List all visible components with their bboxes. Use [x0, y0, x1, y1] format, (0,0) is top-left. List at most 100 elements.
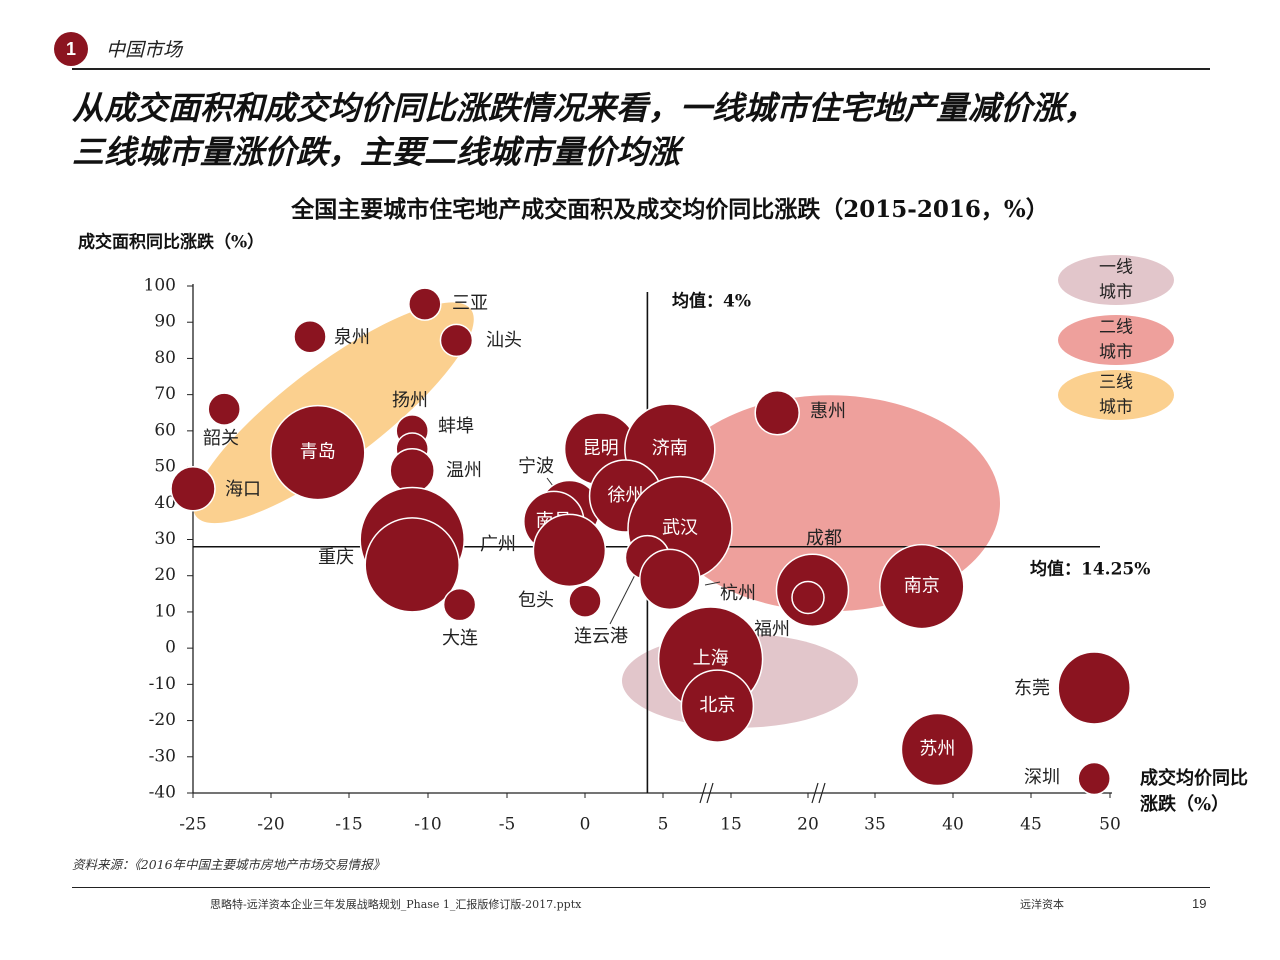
y-tick-label: -10 — [149, 674, 176, 694]
bubble-label: 宁波 — [518, 456, 554, 477]
bubble-label: 东莞 — [1014, 678, 1050, 699]
bubble-label: 惠州 — [810, 401, 846, 422]
y-tick-label: 100 — [144, 276, 176, 296]
x-axis-title: 成交均价同比 — [1140, 767, 1248, 789]
bubble-重庆 — [364, 517, 460, 613]
y-tick-label: 70 — [154, 384, 176, 404]
bubble-label: 成都 — [806, 528, 842, 549]
bubble-label: 北京 — [699, 695, 735, 716]
x-tick-label: 5 — [658, 815, 669, 835]
bubble-泉州 — [293, 319, 327, 354]
y-axis-title: 成交面积同比涨跌（%） — [78, 232, 264, 253]
bubble-label: 连云港 — [574, 626, 628, 647]
y-tick-label: 0 — [165, 638, 176, 658]
bubble-东莞 — [1057, 651, 1131, 725]
bubble-label: 韶关 — [203, 428, 239, 449]
bubble-包头 — [568, 584, 602, 618]
x-tick-label: 0 — [580, 815, 591, 835]
x-tick-label: -10 — [414, 815, 441, 835]
bubble-杭州 — [639, 548, 701, 611]
y-tick-label: 60 — [154, 420, 176, 440]
legend-label: 三线 — [1099, 373, 1133, 393]
bubble-label: 广州 — [480, 534, 516, 555]
bubble-青岛 — [270, 404, 366, 501]
legend-label: 城市 — [1099, 283, 1133, 303]
bubble-label: 苏州 — [919, 739, 955, 760]
x-tick-label: 20 — [797, 815, 819, 835]
bottom-divider — [72, 887, 1210, 888]
section-number-badge: 1 — [54, 32, 88, 66]
y-tick-label: 20 — [154, 565, 176, 585]
bubble-温州 — [389, 447, 435, 494]
bubble-label: 深圳 — [1024, 767, 1060, 788]
axis-break-mark — [818, 782, 826, 804]
y-tick-label: 30 — [154, 529, 176, 549]
x-tick-label: -15 — [335, 815, 362, 835]
bubble-label: 海口 — [225, 479, 261, 500]
legend-swatch-tier2 — [1058, 315, 1174, 365]
legend-label: 城市 — [1099, 343, 1133, 363]
bubble-label: 青岛 — [300, 442, 336, 463]
axis-break-mark — [811, 782, 819, 804]
bubble-三亚 — [408, 287, 442, 321]
headline-line-2: 三线城市量涨价跌，主要二线城市量价均涨 — [72, 133, 681, 171]
footer-filename: 思略特-远洋资本企业三年发展战略规划_Phase 1_汇报版修订版-2017.p… — [210, 898, 582, 911]
headline-line-1: 从成交面积和成交均价同比涨跌情况来看，一线城市住宅地产量减价涨， — [72, 89, 1097, 127]
source-note: 资料来源：《2016年中国主要城市房地产市场交易情报》 — [72, 857, 386, 872]
bubble-label: 扬州 — [392, 390, 428, 411]
bubble-福州 — [791, 580, 825, 615]
bubble-惠州 — [754, 390, 800, 436]
bubble-汕头 — [439, 323, 474, 358]
y-tick-label: 80 — [154, 348, 176, 368]
mean-x-label: 均值：4% — [672, 291, 751, 312]
x-tick-label: 35 — [864, 815, 886, 835]
bubble-label: 昆明 — [583, 438, 619, 459]
x-axis-title: 涨跌（%） — [1140, 793, 1229, 815]
bubble-大连 — [442, 587, 477, 622]
leader-line — [704, 581, 721, 586]
slide-headline: 从成交面积和成交均价同比涨跌情况来看，一线城市住宅地产量减价涨， 三线城市量涨价… — [72, 86, 1222, 174]
bubble-label: 重庆 — [318, 547, 354, 568]
bubble-深圳 — [1077, 761, 1111, 796]
x-tick-label: 40 — [942, 815, 964, 835]
legend-label: 城市 — [1099, 398, 1133, 418]
bubble-label: 大连 — [442, 628, 478, 649]
section-title: 中国市场 — [106, 39, 183, 61]
legend-label: 一线 — [1099, 258, 1133, 278]
bubble-label: 杭州 — [720, 583, 756, 604]
bubble-label: 三亚 — [452, 293, 488, 314]
bubble-label: 泉州 — [334, 327, 370, 348]
y-tick-label: 10 — [154, 601, 176, 621]
bubble-海口 — [170, 466, 216, 512]
x-tick-label: -20 — [257, 815, 284, 835]
axis-break-mark — [706, 782, 714, 804]
bubble-label: 温州 — [446, 460, 482, 481]
bubble-label: 蚌埠 — [438, 416, 474, 437]
footer-company: 远洋资本 — [1020, 898, 1064, 911]
legend-swatch-tier1 — [1058, 255, 1174, 305]
legend-swatch-tier3 — [1058, 370, 1174, 420]
y-tick-label: -30 — [149, 746, 176, 766]
bubble-苏州 — [900, 712, 975, 787]
top-divider — [72, 68, 1210, 70]
bubble-label: 济南 — [652, 438, 688, 459]
x-tick-label: 45 — [1020, 815, 1042, 835]
y-tick-label: -40 — [149, 783, 176, 803]
x-tick-label: -25 — [179, 815, 206, 835]
bubble-label: 徐州 — [608, 485, 644, 506]
axis-break-mark — [699, 782, 707, 804]
bubble-南京 — [879, 543, 965, 630]
mean-y-label: 均值：14.25% — [1030, 559, 1150, 580]
legend-label: 二线 — [1099, 318, 1133, 338]
bubble-label: 福州 — [754, 619, 790, 640]
bubble-label: 包头 — [518, 590, 554, 611]
bubble-广州 — [532, 513, 607, 588]
bubble-label: 武汉 — [662, 518, 698, 539]
x-tick-label: 15 — [720, 815, 742, 835]
bubble-韶关 — [207, 392, 241, 426]
bubble-北京 — [680, 669, 755, 743]
x-tick-label: -5 — [499, 815, 516, 835]
bubble-label: 上海 — [693, 648, 729, 669]
y-tick-label: -20 — [149, 710, 176, 730]
